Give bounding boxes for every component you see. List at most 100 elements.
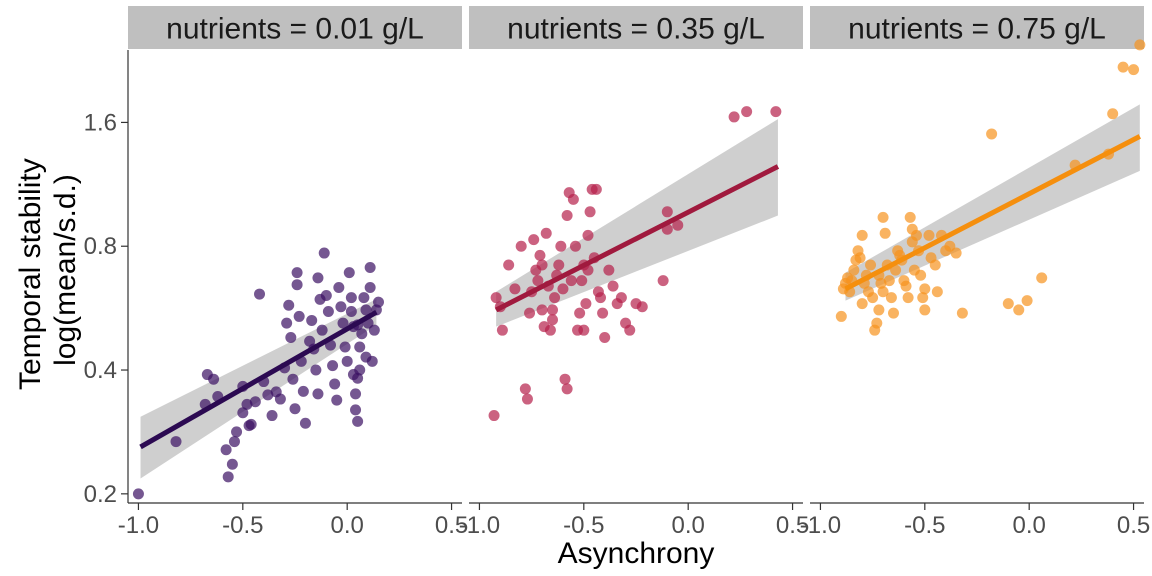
data-point (603, 264, 615, 276)
data-point (835, 310, 847, 322)
data-point (521, 393, 533, 405)
data-point (333, 281, 345, 293)
data-point (576, 275, 588, 287)
data-point (306, 314, 318, 326)
data-point (337, 317, 349, 329)
data-point (547, 304, 558, 316)
data-point (335, 301, 347, 313)
data-point (208, 373, 220, 385)
y-tick-label: 1.6 (84, 109, 117, 136)
data-point (368, 324, 380, 336)
data-point (919, 283, 931, 295)
x-axis-title: Asynchrony (558, 537, 715, 570)
y-tick-label: 0.4 (84, 357, 117, 384)
data-point (561, 210, 573, 222)
data-point (557, 283, 569, 295)
data-point (350, 404, 362, 416)
y-tick-label: 0.8 (84, 233, 117, 260)
data-point (1134, 39, 1146, 51)
y-axis: 0.2 0.4 0.8 1.6 (84, 50, 129, 508)
data-point (320, 290, 332, 302)
y-axis-title-line-2: log(mean/s.d.) (49, 174, 82, 366)
data-point (885, 292, 897, 304)
data-point (561, 383, 573, 395)
data-point (352, 415, 364, 427)
data-point (262, 389, 274, 401)
x-tick-label: -0.5 (563, 512, 604, 539)
data-point (345, 306, 357, 318)
data-point (283, 299, 295, 311)
data-point (883, 275, 895, 287)
data-point (354, 364, 366, 376)
data-point (373, 296, 384, 308)
data-point (312, 272, 324, 284)
data-point (222, 471, 234, 483)
data-point (917, 292, 929, 304)
y-axis-title: Temporal stability log(mean/s.d.) (14, 150, 82, 390)
facet-panel: nutrients = 0.35 g/L -1.0 -0.5 0.0 0.5 (459, 6, 809, 539)
facet-panel: nutrients = 0.75 g/L -1.0 -0.5 0.0 0.5 (800, 6, 1150, 539)
data-point (553, 259, 565, 271)
x-tick-label: -1.0 (118, 512, 159, 539)
x-tick-label: 0.5 (776, 512, 809, 539)
data-point (565, 275, 577, 287)
data-point (231, 426, 243, 438)
data-point (931, 286, 943, 298)
data-point (228, 436, 240, 448)
data-point (245, 418, 257, 430)
data-point (1036, 272, 1048, 284)
data-point (950, 247, 962, 259)
data-point (877, 211, 889, 223)
data-point (249, 396, 261, 408)
data-point (293, 310, 305, 322)
data-point (343, 267, 355, 279)
data-point (848, 264, 860, 276)
data-point (312, 388, 324, 400)
data-point (615, 292, 627, 304)
data-point (274, 393, 286, 405)
data-point (555, 240, 567, 252)
x-tick-label: 0.0 (672, 512, 705, 539)
data-point (509, 283, 521, 295)
data-point (488, 410, 500, 422)
x-tick-label: -0.5 (904, 512, 945, 539)
data-point (515, 240, 527, 252)
data-point (544, 324, 556, 336)
data-point (534, 249, 546, 261)
data-point (1128, 64, 1140, 76)
data-point (867, 292, 879, 304)
facet-panels: nutrients = 0.01 g/L-1.0 -0.5 0.0 0.5nutrie… (118, 6, 1150, 539)
data-point (532, 275, 544, 287)
data-point (657, 275, 669, 287)
data-point (528, 234, 540, 246)
data-point (496, 324, 508, 336)
data-point (289, 403, 301, 415)
data-point (341, 355, 353, 367)
data-point (624, 324, 636, 336)
data-point (569, 240, 581, 252)
data-point (318, 247, 330, 259)
data-point (536, 259, 548, 271)
data-point (902, 292, 914, 304)
data-point (865, 259, 877, 271)
data-point (316, 324, 328, 336)
data-point (915, 269, 927, 281)
data-point (900, 280, 912, 292)
data-point (364, 281, 376, 293)
data-point (1107, 108, 1119, 120)
data-point (1013, 304, 1025, 316)
data-point (599, 331, 611, 343)
data-point (856, 298, 868, 310)
data-point (490, 292, 502, 304)
data-point (549, 292, 561, 304)
data-point (890, 264, 902, 276)
data-point (854, 252, 866, 264)
data-point (728, 111, 740, 123)
regression-line (495, 164, 780, 313)
data-point (322, 306, 334, 318)
data-point (956, 307, 968, 319)
data-point (871, 317, 883, 329)
data-point (226, 458, 238, 470)
data-point (574, 307, 586, 319)
data-point (986, 128, 998, 140)
